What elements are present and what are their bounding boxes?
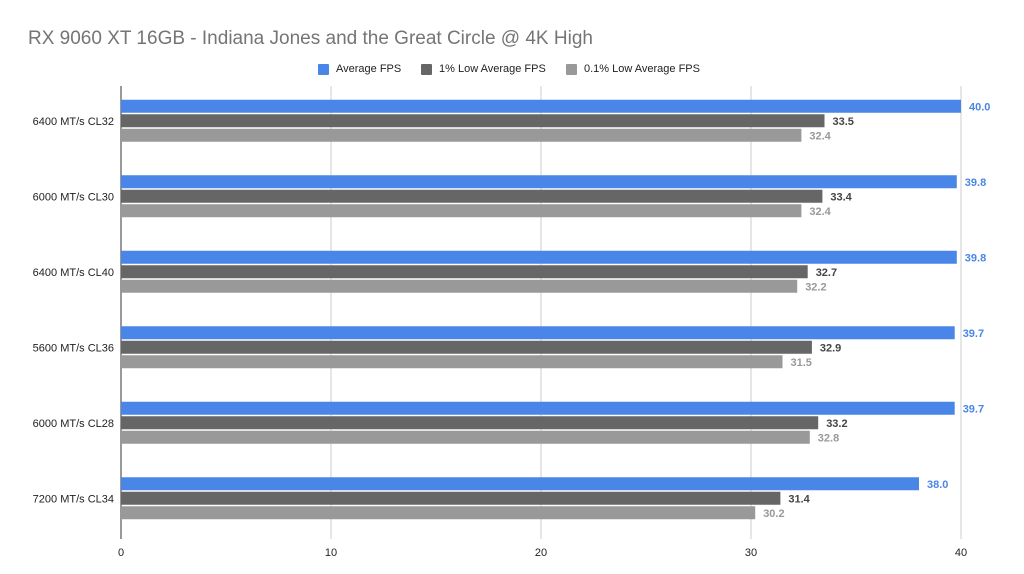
data-label: 31.5 xyxy=(791,357,812,369)
x-tick-label: 30 xyxy=(745,547,757,559)
data-label: 39.8 xyxy=(965,252,986,264)
bar xyxy=(121,491,781,505)
legend-item: 0.1% Low Average FPS xyxy=(566,63,700,75)
legend-swatch xyxy=(318,63,329,75)
data-label: 33.5 xyxy=(833,116,854,128)
data-label: 30.2 xyxy=(763,508,784,520)
category-label: 6000 MT/s CL30 xyxy=(33,191,114,203)
bar xyxy=(121,250,957,264)
bar xyxy=(121,430,810,444)
data-label: 39.7 xyxy=(963,403,984,415)
data-label: 40.0 xyxy=(969,101,990,113)
x-tick-label: 40 xyxy=(955,547,967,559)
bar xyxy=(121,477,919,491)
category-label: 7200 MT/s CL34 xyxy=(33,493,114,505)
data-label: 31.4 xyxy=(788,493,810,505)
bar xyxy=(121,326,955,340)
category-label: 6000 MT/s CL28 xyxy=(33,418,114,430)
data-label: 39.7 xyxy=(963,328,984,340)
legend-swatch xyxy=(566,63,577,75)
legend-label: 1% Low Average FPS xyxy=(439,63,546,75)
data-label: 32.4 xyxy=(809,130,831,142)
data-label: 32.2 xyxy=(805,281,826,293)
bar xyxy=(121,99,961,113)
bar xyxy=(121,128,802,142)
legend: Average FPS 1% Low Average FPS 0.1% Low Av… xyxy=(0,63,1024,81)
bar xyxy=(121,204,802,218)
data-label: 32.9 xyxy=(820,342,841,354)
category-label: 5600 MT/s CL36 xyxy=(33,342,114,354)
bar xyxy=(121,175,957,189)
data-label: 33.2 xyxy=(826,418,847,430)
bar xyxy=(121,416,819,430)
chart-title: RX 9060 XT 16GB - Indiana Jones and the … xyxy=(28,28,593,49)
bar xyxy=(121,401,955,415)
legend-swatch xyxy=(421,63,432,75)
bar xyxy=(121,355,783,369)
x-tick-label: 10 xyxy=(325,547,337,559)
legend-item: 1% Low Average FPS xyxy=(421,63,546,75)
data-label: 32.7 xyxy=(816,267,837,279)
legend-item: Average FPS xyxy=(318,63,401,75)
legend-label: 0.1% Low Average FPS xyxy=(584,63,700,75)
bar xyxy=(121,114,825,128)
data-label: 33.4 xyxy=(830,191,852,203)
bar xyxy=(121,340,812,354)
data-label: 39.8 xyxy=(965,177,986,189)
bar xyxy=(121,265,808,279)
bar xyxy=(121,279,798,293)
category-label: 6400 MT/s CL40 xyxy=(33,267,114,279)
category-label: 6400 MT/s CL32 xyxy=(33,116,114,128)
data-label: 32.4 xyxy=(809,206,831,218)
data-label: 38.0 xyxy=(927,479,948,491)
bar xyxy=(121,189,823,203)
x-tick-label: 20 xyxy=(535,547,547,559)
bar xyxy=(121,506,756,520)
data-label: 32.8 xyxy=(818,432,839,444)
legend-label: Average FPS xyxy=(336,63,402,75)
x-tick-label: 0 xyxy=(118,547,124,559)
